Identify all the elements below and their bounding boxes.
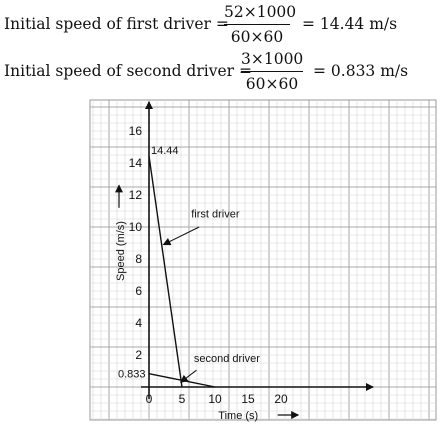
y-axis-title: Speed (m/s) — [115, 221, 127, 281]
chart-axes — [141, 101, 374, 399]
equation-lhs: Initial speed of second driver = — [4, 62, 252, 80]
pointer-second-driver — [179, 369, 197, 383]
equation-result: = 14.44 m/s — [302, 15, 398, 33]
fraction-denominator: 60×60 — [230, 28, 284, 46]
y-tick-label: 6 — [135, 284, 142, 298]
fraction: 52×1000 60×60 — [224, 2, 297, 47]
y-tick-label: 10 — [129, 220, 143, 234]
equation-result: = 0.833 m/s — [313, 62, 409, 80]
x-tick-label: 10 — [208, 392, 222, 406]
y-tick-label: 4 — [135, 316, 142, 330]
fraction-bar — [241, 71, 303, 72]
first-driver-line — [148, 155, 183, 388]
chart-labels: 2 4 6 8 10 12 14 16 0 5 10 15 20 Speed (m/s) Time (s) 1… — [115, 124, 300, 422]
fraction-numerator: 3×1000 — [241, 50, 304, 68]
x-tick-label: 5 — [179, 392, 186, 406]
x-axis-title: Time (s) — [218, 410, 258, 422]
equation-second-driver: Initial speed of second driver = 3×1000 … — [0, 49, 441, 95]
pointer-first-driver — [162, 226, 200, 246]
fraction-denominator: 60×60 — [245, 75, 299, 93]
x-tick-label: 0 — [146, 392, 153, 406]
equation-first-driver: Initial speed of first driver = 52×1000 … — [0, 2, 441, 48]
equation-lhs: Initial speed of first driver = — [4, 15, 229, 33]
fraction: 3×1000 60×60 — [241, 49, 303, 94]
fraction-numerator: 52×1000 — [224, 3, 297, 21]
y-tick-label: 2 — [135, 348, 142, 362]
x-tick-label: 20 — [274, 392, 288, 406]
series-label-first-driver: first driver — [191, 208, 240, 220]
y-tick-label: 16 — [129, 124, 143, 138]
y-tick-label: 12 — [129, 188, 143, 202]
grid-border — [89, 99, 437, 421]
series-label-second-driver: second driver — [194, 353, 260, 365]
y-tick-label: 8 — [135, 252, 142, 266]
graph-paper-grid — [89, 99, 437, 421]
value-label-first-driver: 14.44 — [151, 145, 179, 157]
value-label-second-driver: 0.833 — [118, 369, 146, 381]
y-tick-label: 14 — [129, 156, 143, 170]
x-tick-label: 15 — [241, 392, 255, 406]
fraction-bar — [224, 24, 290, 25]
